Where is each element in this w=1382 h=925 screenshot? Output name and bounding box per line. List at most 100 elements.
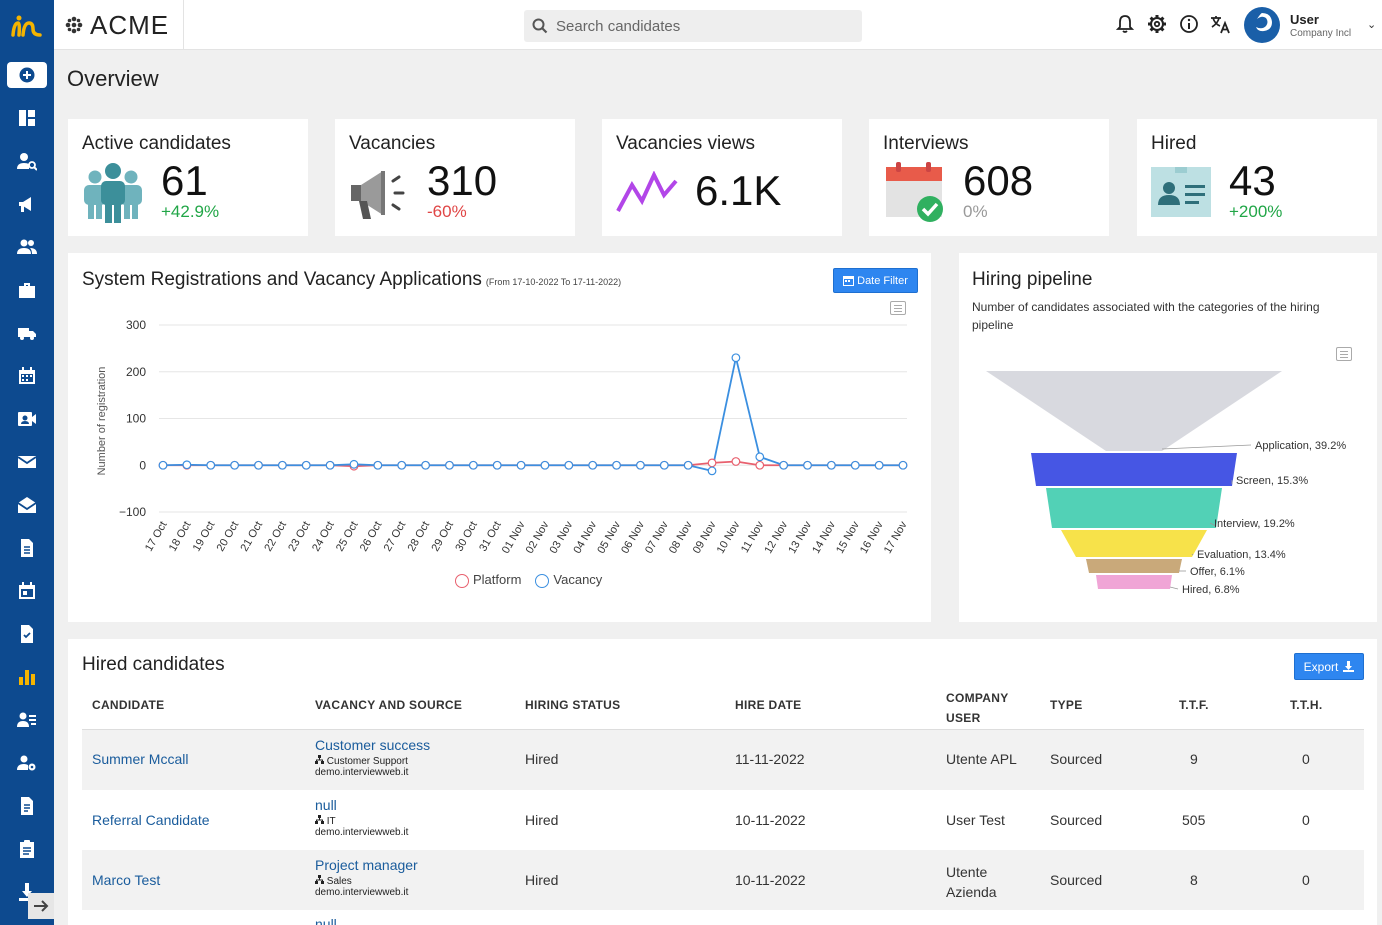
data-point-platform[interactable] [707, 458, 717, 468]
avatar[interactable] [1244, 7, 1280, 43]
data-point-vacancy[interactable] [468, 460, 478, 470]
sidebar-item-candidate-search[interactable] [0, 139, 54, 182]
add-button[interactable] [7, 62, 47, 88]
data-point-vacancy[interactable] [206, 460, 216, 470]
funnel-label: Evaluation, 13.4% [1197, 549, 1286, 561]
megaphone-icon [19, 196, 31, 212]
data-point-vacancy[interactable] [421, 460, 430, 470]
search-bar[interactable] [524, 10, 862, 42]
data-point-vacancy[interactable] [707, 466, 717, 476]
data-point-vacancy[interactable] [612, 460, 621, 470]
brand[interactable]: ACME [54, 0, 184, 50]
data-point-vacancy[interactable] [325, 460, 335, 470]
app-logo[interactable] [0, 0, 54, 52]
funnel-segment-hired[interactable] [1096, 575, 1172, 589]
data-point-vacancy[interactable] [373, 460, 383, 470]
sidebar-item-documents[interactable] [0, 526, 54, 569]
data-point-vacancy[interactable] [803, 460, 812, 470]
sidebar-item-campaigns[interactable] [0, 182, 54, 225]
legend-item-platform[interactable]: Platform [455, 572, 521, 588]
column-header[interactable]: HIRE DATE [735, 698, 802, 712]
data-point-vacancy[interactable] [349, 459, 359, 469]
sidebar-item-messages[interactable] [0, 440, 54, 483]
candidate-name[interactable]: Referral Candidate [92, 812, 210, 828]
sidebar-expand-button[interactable] [28, 893, 54, 919]
data-point-vacancy[interactable] [564, 460, 574, 470]
sidebar-item-forms[interactable] [0, 784, 54, 827]
data-point-vacancy[interactable] [230, 460, 240, 470]
sidebar-item-inbox[interactable] [0, 483, 54, 526]
sidebar-item-delivery[interactable] [0, 311, 54, 354]
partial-row-vacancy[interactable]: null [315, 916, 337, 925]
candidate-name[interactable]: Marco Test [92, 872, 161, 888]
vacancy-title[interactable]: null [315, 797, 337, 813]
data-point-vacancy[interactable] [158, 460, 168, 470]
data-point-vacancy[interactable] [540, 460, 550, 470]
candidate-name[interactable]: Summer Mccall [92, 751, 189, 767]
column-header[interactable]: TYPE [1050, 698, 1083, 712]
chevron-down-icon[interactable]: ⌄ [1367, 19, 1377, 31]
date-filter-button[interactable]: Date Filter [833, 268, 918, 293]
vacancy-title[interactable]: Customer success [315, 737, 431, 753]
data-point-vacancy[interactable] [683, 460, 693, 470]
data-point-vacancy[interactable] [445, 460, 454, 470]
funnel-segment-offer[interactable] [1086, 559, 1182, 573]
sidebar-item-reports[interactable] [0, 655, 54, 698]
sidebar-item-user-settings[interactable] [0, 741, 54, 784]
data-point-vacancy[interactable] [516, 460, 526, 470]
funnel-segment-interview[interactable] [1046, 488, 1222, 528]
sidebar-item-vacancies[interactable] [0, 268, 54, 311]
data-point-vacancy[interactable] [874, 460, 884, 470]
data-point-vacancy[interactable] [182, 460, 192, 470]
user-name[interactable]: User [1290, 12, 1319, 27]
column-header[interactable]: T.T.H. [1290, 698, 1323, 712]
table-row[interactable]: Marco Test Project manager Sales demo.in… [82, 850, 1364, 910]
info-button[interactable] [1178, 12, 1200, 36]
data-point-vacancy[interactable] [588, 460, 598, 470]
sidebar-item-calendar[interactable] [0, 354, 54, 397]
column-header[interactable]: CANDIDATE [92, 698, 165, 712]
data-point-vacancy[interactable] [397, 460, 407, 470]
column-header[interactable]: COMPANY USER [946, 691, 1009, 725]
data-point-vacancy[interactable] [898, 460, 908, 470]
sidebar-item-events[interactable] [0, 569, 54, 612]
sidebar-item-video-interviews[interactable] [0, 397, 54, 440]
sidebar-item-clipboard[interactable] [0, 827, 54, 870]
data-point-vacancy[interactable] [826, 460, 836, 470]
data-point-vacancy[interactable] [277, 460, 287, 470]
table-row[interactable]: Summer Mccall Customer success Customer … [82, 730, 1364, 790]
sidebar-item-candidates[interactable] [0, 225, 54, 268]
funnel-segment-application[interactable] [986, 371, 1282, 451]
funnel-segment-evaluation[interactable] [1061, 530, 1207, 557]
column-header[interactable]: T.T.F. [1179, 698, 1209, 712]
funnel-segment-screen[interactable] [1031, 453, 1237, 486]
table-row[interactable]: Referral Candidate null IT demo.intervie… [82, 790, 1364, 850]
data-point-vacancy[interactable] [659, 460, 669, 470]
legend-item-vacancy[interactable]: Vacancy [535, 572, 602, 588]
data-point-vacancy[interactable] [636, 460, 645, 470]
data-point-vacancy[interactable] [850, 460, 860, 470]
sidebar-item-dashboard[interactable] [0, 96, 54, 139]
data-point-vacancy[interactable] [755, 452, 765, 462]
settings-button[interactable] [1146, 12, 1168, 36]
export-button[interactable]: Export [1294, 653, 1364, 680]
column-header[interactable]: VACANCY AND SOURCE [315, 698, 463, 712]
sidebar-item-team[interactable] [0, 698, 54, 741]
type: Sourced [1050, 872, 1103, 888]
data-point-vacancy[interactable] [301, 460, 311, 470]
column-header[interactable]: HIRING STATUS [525, 698, 621, 712]
vacancy-title[interactable]: Project manager [315, 857, 418, 873]
y-tick-label: 0 [139, 458, 146, 472]
pipeline-menu-icon[interactable] [1336, 347, 1352, 361]
data-point-vacancy[interactable] [779, 460, 789, 470]
data-point-vacancy[interactable] [254, 460, 263, 470]
language-button[interactable] [1210, 12, 1232, 36]
data-point-platform[interactable] [731, 457, 741, 466]
notifications-button[interactable] [1114, 12, 1136, 36]
search-input[interactable] [556, 17, 836, 35]
data-point-vacancy[interactable] [731, 353, 741, 363]
data-point-vacancy[interactable] [492, 460, 502, 470]
data-point-platform[interactable] [755, 460, 765, 470]
chart-menu-icon[interactable] [890, 301, 906, 315]
sidebar-item-tasks[interactable] [0, 612, 54, 655]
